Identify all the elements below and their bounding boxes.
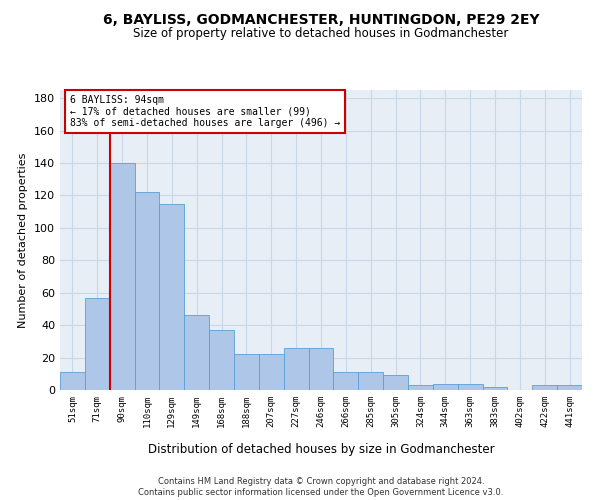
Bar [60,372,85,390]
Bar [85,298,110,390]
Bar [209,330,234,390]
Bar [532,385,557,390]
Bar [408,385,433,390]
Bar [234,354,259,390]
Text: 6 BAYLISS: 94sqm
← 17% of detached houses are smaller (99)
83% of semi-detached : 6 BAYLISS: 94sqm ← 17% of detached house… [70,95,340,128]
Bar [433,384,458,390]
Bar [284,348,308,390]
Bar [458,384,482,390]
Bar [557,385,582,390]
Text: Size of property relative to detached houses in Godmanchester: Size of property relative to detached ho… [133,28,509,40]
Bar [134,192,160,390]
Text: 6, BAYLISS, GODMANCHESTER, HUNTINGDON, PE29 2EY: 6, BAYLISS, GODMANCHESTER, HUNTINGDON, P… [103,12,539,26]
Bar [383,376,408,390]
Bar [308,348,334,390]
Bar [334,372,358,390]
Bar [482,387,508,390]
Bar [358,372,383,390]
Bar [259,354,284,390]
Bar [184,316,209,390]
Bar [160,204,184,390]
Bar [110,163,134,390]
Y-axis label: Number of detached properties: Number of detached properties [19,152,28,328]
Text: Distribution of detached houses by size in Godmanchester: Distribution of detached houses by size … [148,442,494,456]
Text: Contains HM Land Registry data © Crown copyright and database right 2024.
Contai: Contains HM Land Registry data © Crown c… [139,478,503,497]
